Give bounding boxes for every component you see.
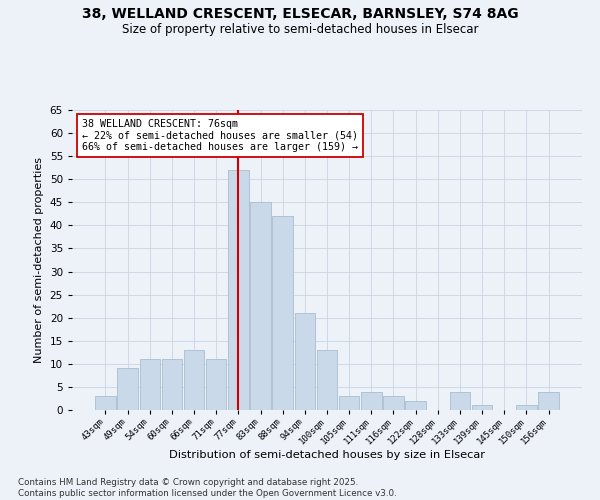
Bar — [472, 406, 493, 410]
Y-axis label: Number of semi-detached properties: Number of semi-detached properties — [34, 157, 44, 363]
Bar — [250, 202, 271, 410]
Bar — [538, 392, 559, 410]
Bar — [406, 401, 426, 410]
Bar — [95, 396, 116, 410]
Text: Distribution of semi-detached houses by size in Elsecar: Distribution of semi-detached houses by … — [169, 450, 485, 460]
Bar — [228, 170, 248, 410]
Bar — [272, 216, 293, 410]
Bar — [339, 396, 359, 410]
Bar — [184, 350, 204, 410]
Text: Contains HM Land Registry data © Crown copyright and database right 2025.
Contai: Contains HM Land Registry data © Crown c… — [18, 478, 397, 498]
Bar — [516, 406, 536, 410]
Bar — [361, 392, 382, 410]
Bar — [317, 350, 337, 410]
Bar — [295, 313, 315, 410]
Bar — [206, 359, 226, 410]
Bar — [161, 359, 182, 410]
Bar — [118, 368, 138, 410]
Text: Size of property relative to semi-detached houses in Elsecar: Size of property relative to semi-detach… — [122, 22, 478, 36]
Bar — [450, 392, 470, 410]
Bar — [383, 396, 404, 410]
Text: 38, WELLAND CRESCENT, ELSECAR, BARNSLEY, S74 8AG: 38, WELLAND CRESCENT, ELSECAR, BARNSLEY,… — [82, 8, 518, 22]
Bar — [140, 359, 160, 410]
Text: 38 WELLAND CRESCENT: 76sqm
← 22% of semi-detached houses are smaller (54)
66% of: 38 WELLAND CRESCENT: 76sqm ← 22% of semi… — [82, 119, 358, 152]
